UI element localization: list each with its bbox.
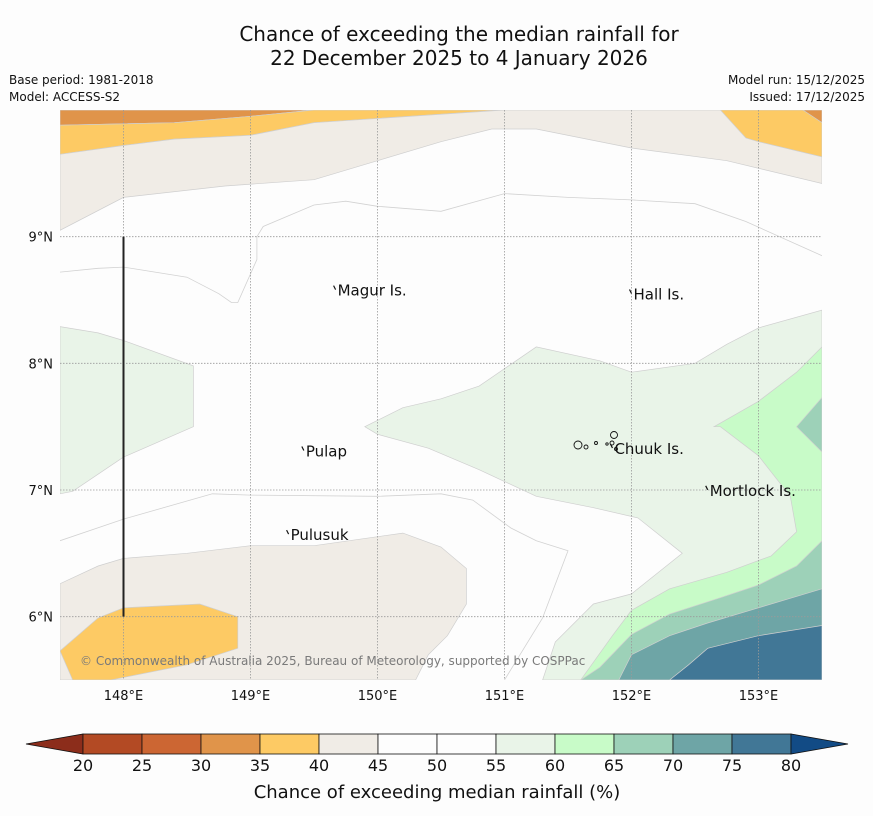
- meta-right: Model run: 15/12/2025 Issued: 17/12/2025: [728, 72, 865, 106]
- contour-region-35-40-ne: [719, 110, 822, 158]
- island-marker: [609, 443, 613, 449]
- colorbar-bin-35-40: [259, 733, 320, 755]
- colorbar-bin-40-45: [318, 733, 379, 755]
- chart-title: Chance of exceeding the median rainfall …: [0, 22, 873, 70]
- colorbar-bin-70-75: [672, 733, 733, 755]
- lon-tick-label: 152°E: [612, 689, 652, 704]
- colorbar-bin-25-30: [141, 733, 202, 755]
- contour-line: [60, 193, 822, 303]
- place-labels: Magur Is. Hall Is. Pulap Chuuk Is. Mortlock …: [286, 282, 796, 544]
- contour-line: [60, 493, 569, 680]
- colorbar-tick-label: 80: [781, 756, 801, 775]
- place-label: Chuuk Is.: [614, 440, 683, 458]
- colorbar-tick-label: 65: [604, 756, 624, 775]
- place-label: Pulusuk: [291, 526, 349, 544]
- lon-tick-label: 149°E: [231, 689, 271, 704]
- colorbar-tick-label: 20: [73, 756, 93, 775]
- colorbar-extend-high: [790, 733, 849, 755]
- colorbar-tick-label: 35: [250, 756, 270, 775]
- lon-tick-label: 148°E: [104, 689, 144, 704]
- issued-date: Issued: 17/12/2025: [749, 90, 865, 104]
- island-marker: [333, 285, 337, 290]
- lat-tick-label: 9°N: [29, 231, 54, 246]
- place-label: Magur Is.: [338, 282, 407, 300]
- colorbar-extend-low: [25, 733, 84, 755]
- colorbar-bin-20-25: [82, 733, 143, 755]
- island-outline: [609, 440, 615, 446]
- colorbar-bin-75-80: [731, 733, 792, 755]
- colorbar-tick-label: 70: [663, 756, 683, 775]
- title-line-2: 22 December 2025 to 4 January 2026: [270, 46, 648, 70]
- base-period: Base period: 1981-2018: [9, 73, 154, 87]
- colorbar-bin-45-50: [377, 733, 438, 755]
- meta-left: Base period: 1981-2018 Model: ACCESS-S2: [9, 72, 154, 106]
- island-outline: [610, 431, 618, 439]
- colorbar-bin-60-65: [554, 733, 615, 755]
- island-outline: [614, 447, 618, 451]
- island-marker: [286, 529, 290, 535]
- colorbar-tick-label: 30: [191, 756, 211, 775]
- colorbar-tick-label: 55: [486, 756, 506, 775]
- axis-ticks: 148°E 149°E 150°E 151°E 152°E 153°E 9°N 8°N 7°N 6…: [29, 231, 779, 704]
- colorbar-tick-label: 75: [722, 756, 742, 775]
- island-marker: [628, 289, 633, 294]
- island-marker: [301, 446, 305, 451]
- copyright-notice: © Commonwealth of Australia 2025, Bureau…: [80, 654, 585, 668]
- colorbar-bin-50-55: [436, 733, 497, 755]
- model-name: Model: ACCESS-S2: [9, 90, 121, 104]
- colorbar-bin-65-70: [613, 733, 674, 755]
- colorbar-tick-label: 45: [368, 756, 388, 775]
- title-line-1: Chance of exceeding the median rainfall …: [239, 22, 679, 46]
- lon-tick-label: 151°E: [485, 689, 525, 704]
- island-outline: [573, 440, 583, 450]
- place-label: Hall Is.: [634, 285, 685, 303]
- colorbar-tick-label: 50: [427, 756, 447, 775]
- colorbar-tick-label: 25: [132, 756, 152, 775]
- contour-region-55-60-w: [60, 326, 194, 495]
- lon-tick-label: 153°E: [739, 689, 779, 704]
- lat-tick-label: 6°N: [29, 611, 54, 626]
- lat-tick-label: 8°N: [29, 357, 54, 372]
- colorbar-tick-label: 40: [309, 756, 329, 775]
- model-run: Model run: 15/12/2025: [727, 73, 865, 87]
- colorbar-tick-label: 60: [545, 756, 565, 775]
- contour-region-30-35-ne: [802, 110, 822, 124]
- contour-lines: [60, 193, 822, 680]
- lat-tick-label: 7°N: [29, 484, 54, 499]
- contour-region-65-70: [796, 396, 822, 453]
- island-shapes: [573, 431, 618, 451]
- colorbar-label: Chance of exceeding median rainfall (%): [254, 782, 621, 803]
- contour-regions: [60, 110, 822, 680]
- island-outline: [594, 441, 598, 445]
- place-label: Pulap: [306, 443, 347, 461]
- island-marker: [705, 485, 709, 491]
- island-outline: [583, 444, 589, 450]
- rainfall-map: Magur Is. Hall Is. Pulap Chuuk Is. Mortlock …: [29, 110, 822, 704]
- colorbar-bin-30-35: [200, 733, 261, 755]
- contour-region-35-40-sw: [60, 603, 239, 680]
- place-label: Mortlock Is.: [710, 482, 796, 500]
- colorbar-segments: [25, 733, 849, 755]
- lon-tick-label: 150°E: [358, 689, 398, 704]
- colorbar-bin-55-60: [495, 733, 556, 755]
- island-outline: [605, 442, 609, 446]
- colorbar-ticks: 20 25 30 35 40 45 50 55 60 65 70 75 80: [73, 756, 801, 775]
